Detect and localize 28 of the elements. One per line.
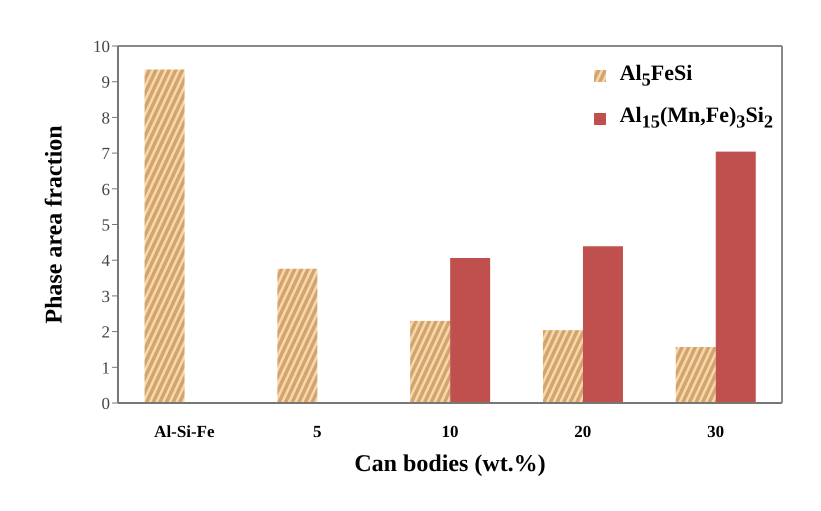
y-tick-label: 4 bbox=[102, 251, 110, 270]
y-tick-label: 3 bbox=[102, 286, 110, 306]
bar bbox=[542, 330, 583, 403]
x-tick-label: 20 bbox=[574, 422, 592, 442]
bar bbox=[144, 70, 185, 403]
y-tick-label: 6 bbox=[102, 180, 110, 199]
bar bbox=[716, 152, 756, 403]
y-tick-label: 7 bbox=[102, 144, 110, 164]
y-axis-title: Phase area fraction bbox=[42, 125, 68, 324]
bar bbox=[676, 346, 716, 403]
x-tick-label: Al-Si-Fe bbox=[154, 422, 216, 442]
legend-label: Al$_{5}$FeSi bbox=[620, 59, 692, 92]
x-tick-label: 30 bbox=[707, 422, 724, 442]
y-tick-label: 5 bbox=[102, 216, 110, 235]
x-tick-label: 10 bbox=[442, 422, 458, 442]
y-tick-label: 2 bbox=[102, 322, 110, 342]
legend-label: Al$_{15}$(Mn,Fe)$_{3}$Si$_{2}$ bbox=[620, 101, 773, 134]
bar bbox=[410, 320, 450, 403]
y-tick-label: 1 bbox=[102, 358, 110, 378]
y-tick-label: 0 bbox=[102, 394, 110, 414]
x-axis-title: Can bodies (wt.%) bbox=[354, 451, 546, 477]
y-tick-label: 8 bbox=[102, 108, 110, 128]
bar bbox=[277, 268, 318, 403]
bar bbox=[582, 246, 623, 403]
x-tick-label: 5 bbox=[312, 422, 322, 442]
y-tick-label: 10 bbox=[93, 37, 110, 56]
y-tick-label: 9 bbox=[102, 72, 110, 92]
bar bbox=[450, 258, 490, 403]
